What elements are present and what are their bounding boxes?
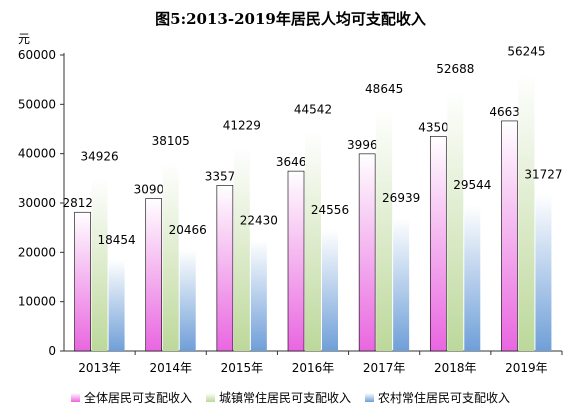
bar-3 [322, 229, 338, 351]
bar-2 [447, 91, 464, 351]
data-label: 39963 [347, 138, 385, 152]
legend-label: 全体居民可支配收入 [83, 391, 192, 405]
data-label: 43500 [418, 120, 456, 134]
legend-swatch [205, 393, 215, 402]
legend-item: 农村常住居民可支配收入 [365, 389, 510, 406]
bar-2 [376, 111, 393, 351]
data-label: 26939 [382, 191, 420, 205]
bar-1 [429, 136, 447, 352]
y-tick-label: 30000 [18, 196, 56, 210]
bar-3 [250, 240, 267, 351]
legend-label: 农村常住居民可支配收入 [378, 391, 511, 405]
data-label: 31727 [524, 167, 562, 181]
data-label: 24556 [311, 203, 349, 217]
data-label: 33578 [205, 169, 243, 183]
chart-title: 图5:2013-2019年居民人均可支配收入 [155, 10, 426, 28]
legend-item: 全体居民可支配收入 [70, 389, 192, 406]
data-label: 46634 [489, 105, 527, 119]
legend-swatch [70, 393, 80, 402]
bar-1 [501, 120, 518, 352]
y-tick-label: 60000 [18, 48, 56, 62]
y-tick-label: 20000 [18, 245, 56, 259]
bar-3 [464, 205, 481, 351]
data-label: 48645 [365, 82, 403, 96]
data-label: 38105 [152, 134, 190, 148]
bar-1 [287, 170, 305, 352]
data-label: 22430 [240, 213, 278, 227]
data-label: 18454 [97, 233, 135, 247]
data-label: 44542 [294, 102, 332, 116]
data-label: 20466 [169, 223, 207, 237]
legend-label: 城镇常住居民可支配收入 [218, 391, 351, 405]
bar-3 [393, 218, 410, 351]
bar-2 [305, 131, 321, 351]
data-label: 36461 [276, 155, 314, 169]
chart-legend: 全体居民可支配收入 城镇常住居民可支配收入 农村常住居民可支配收入 [0, 389, 581, 406]
data-label: 52688 [436, 62, 474, 76]
bar-2 [91, 178, 108, 351]
bar-3 [108, 259, 125, 351]
y-tick-label: 10000 [18, 295, 56, 309]
x-tick-label: 2015年 [221, 361, 264, 375]
data-label: 30908 [134, 183, 172, 197]
bar-1 [145, 198, 163, 352]
x-tick-label: 2019年 [505, 361, 548, 375]
bar-3 [535, 194, 552, 351]
y-tick-label: 40000 [18, 147, 56, 161]
data-label: 28126 [62, 196, 100, 210]
x-tick-label: 2013年 [78, 361, 121, 375]
x-tick-label: 2016年 [292, 361, 335, 375]
data-label: 34926 [80, 150, 118, 164]
bar-2 [518, 73, 535, 352]
bar-3 [179, 250, 196, 351]
bar-2 [233, 147, 250, 351]
bar-1 [216, 185, 234, 352]
bar-1 [74, 211, 91, 352]
data-label: 29544 [453, 178, 491, 192]
x-tick-label: 2014年 [149, 361, 192, 375]
x-tick-label: 2018年 [434, 361, 477, 375]
legend-swatch [365, 393, 374, 402]
data-label: 41229 [223, 119, 261, 133]
x-tick-label: 2017年 [363, 361, 406, 375]
y-tick-label: 50000 [18, 97, 56, 111]
data-label: 56245 [507, 45, 545, 59]
y-axis-unit-label: 元 [18, 32, 31, 46]
bar-1 [358, 153, 376, 352]
y-tick-label: 0 [48, 344, 56, 358]
legend-item: 城镇常住居民可支配收入 [205, 389, 351, 406]
bar-2 [162, 163, 179, 351]
